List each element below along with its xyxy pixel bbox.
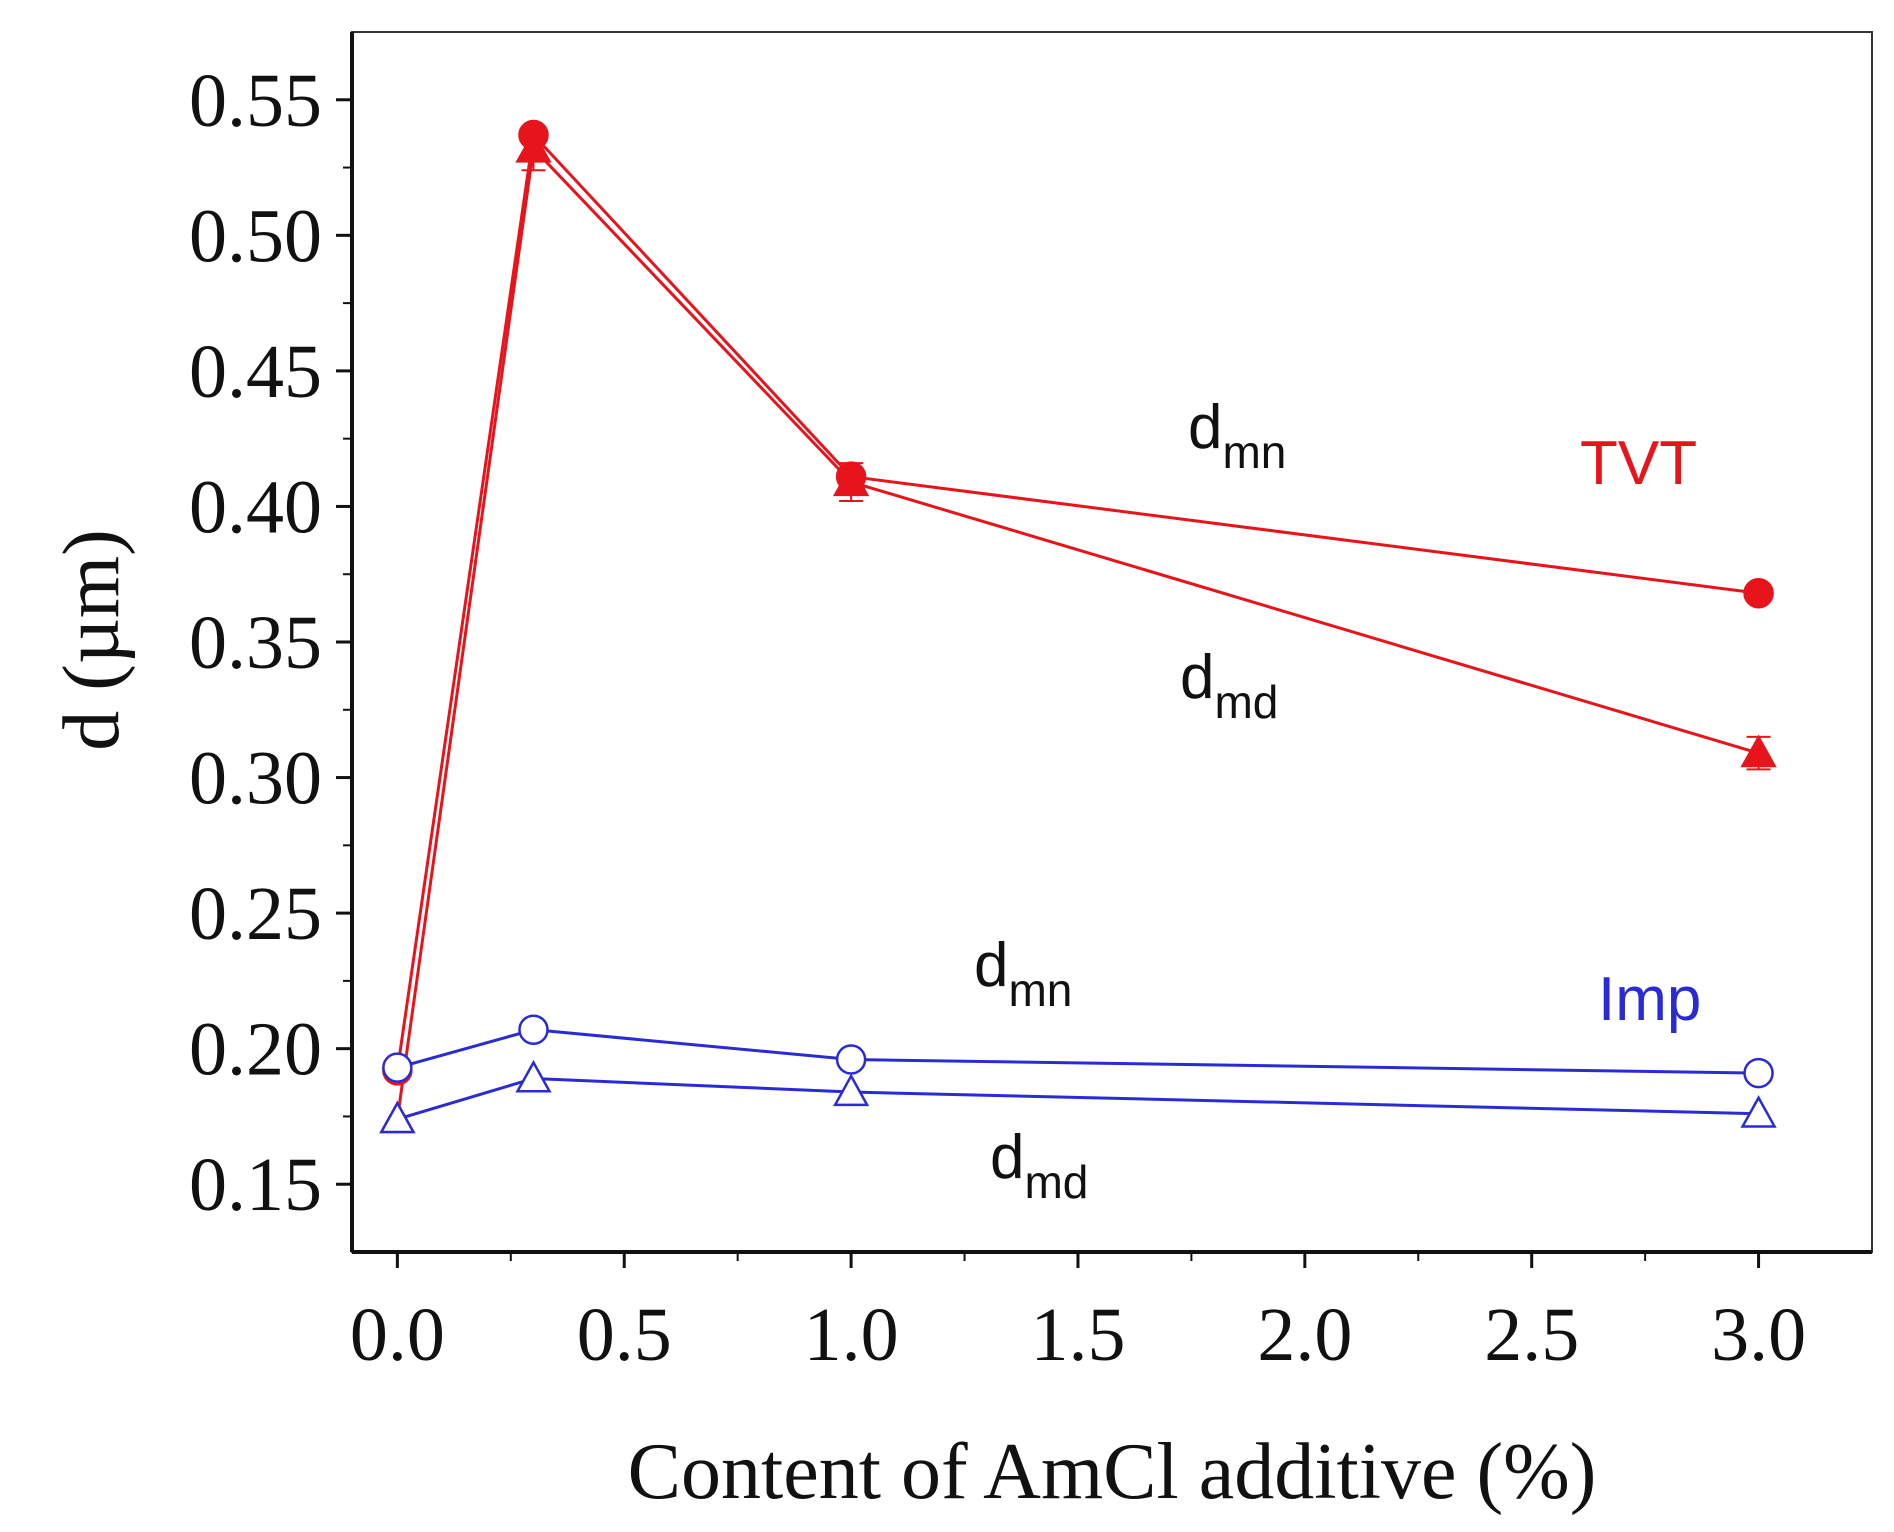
x-tick-label: 1.0: [804, 1293, 899, 1377]
y-tick-label: 0.20: [189, 1008, 322, 1092]
x-tick-labels: 0.0 0.5 1.0 1.5 2.0 2.5 3.0: [350, 1293, 1806, 1377]
axis-ticks: [336, 98, 1761, 1268]
y-tick-label: 0.35: [189, 601, 322, 685]
y-tick-label: 0.25: [189, 872, 322, 956]
data-point-triangle: [379, 1100, 416, 1134]
plot-frame: [351, 31, 1873, 1253]
series-tvt-dmd: [379, 125, 1777, 1134]
x-tick-label: 3.0: [1711, 1293, 1806, 1377]
data-point-triangle: [1740, 734, 1777, 768]
series-layer: [379, 119, 1777, 1134]
series-tvt-dmn: [382, 119, 1774, 1086]
data-point-triangle: [832, 1073, 870, 1107]
x-tick-label: 0.5: [577, 1293, 672, 1377]
data-point-triangle: [832, 463, 870, 497]
group-label-tvt: TVT: [1580, 429, 1697, 498]
series-line: [395, 145, 1759, 1120]
series-imp-dmn: [382, 1014, 1774, 1089]
annotation-imp-dmd: dmd: [990, 1123, 1088, 1208]
series-line: [396, 1028, 1759, 1075]
y-tick-label: 0.30: [189, 737, 322, 821]
annotation-imp-dmn: dmn: [974, 931, 1072, 1016]
data-point-triangle: [515, 1059, 552, 1093]
series-imp-dmd: [379, 1059, 1777, 1134]
x-tick-label: 0.0: [350, 1293, 445, 1377]
y-tick-label: 0.15: [189, 1143, 322, 1227]
annotation-tvt-dmn: dmn: [1188, 393, 1286, 478]
y-tick-label: 0.45: [189, 330, 322, 414]
series-line: [395, 131, 1759, 1071]
y-tick-labels: 0.15 0.20 0.25 0.30 0.35 0.40 0.45 0.50 0.55: [189, 59, 322, 1227]
y-axis-title: d (µm): [48, 529, 136, 751]
y-tick-label: 0.40: [189, 465, 322, 549]
data-point-circle: [518, 1014, 549, 1045]
data-point-triangle: [515, 130, 552, 163]
series-line: [396, 1076, 1759, 1121]
data-point-circle: [382, 1052, 413, 1083]
data-point-triangle: [1740, 1095, 1777, 1128]
group-label-imp: Imp: [1598, 965, 1701, 1034]
data-point-circle: [1743, 1057, 1774, 1089]
x-tick-label: 2.5: [1484, 1293, 1579, 1377]
x-tick-label: 1.5: [1030, 1293, 1125, 1377]
data-point-circle: [835, 1044, 867, 1075]
x-tick-label: 2.0: [1257, 1293, 1352, 1377]
annotation-tvt-dmd: dmd: [1180, 643, 1278, 728]
y-tick-label: 0.50: [189, 194, 322, 278]
x-axis-title: Content of AmCl additive (%): [628, 1428, 1597, 1516]
y-tick-label: 0.55: [189, 59, 322, 143]
data-point-circle: [1743, 577, 1774, 609]
